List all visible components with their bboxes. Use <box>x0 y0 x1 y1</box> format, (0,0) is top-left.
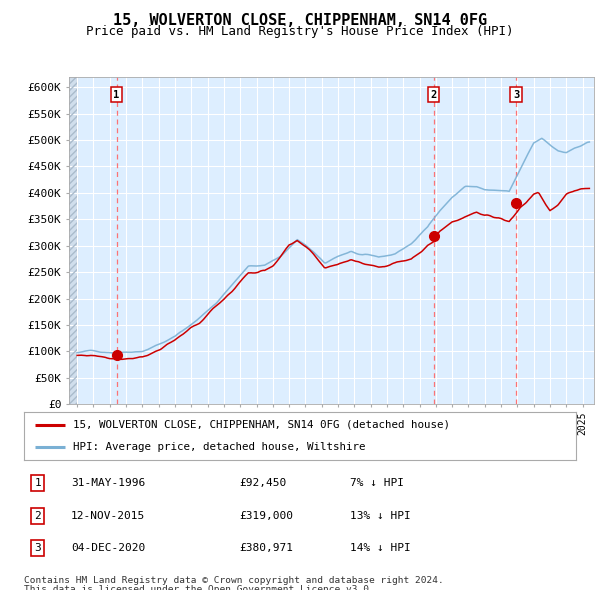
Text: 13% ↓ HPI: 13% ↓ HPI <box>350 511 410 520</box>
Text: This data is licensed under the Open Government Licence v3.0.: This data is licensed under the Open Gov… <box>24 585 375 590</box>
Text: 1: 1 <box>113 90 120 100</box>
Text: 2: 2 <box>431 90 437 100</box>
Text: 15, WOLVERTON CLOSE, CHIPPENHAM, SN14 0FG (detached house): 15, WOLVERTON CLOSE, CHIPPENHAM, SN14 0F… <box>73 420 449 430</box>
Text: Price paid vs. HM Land Registry's House Price Index (HPI): Price paid vs. HM Land Registry's House … <box>86 25 514 38</box>
Text: 14% ↓ HPI: 14% ↓ HPI <box>350 543 410 553</box>
Text: 1: 1 <box>34 478 41 488</box>
Text: HPI: Average price, detached house, Wiltshire: HPI: Average price, detached house, Wilt… <box>73 442 365 452</box>
Text: 7% ↓ HPI: 7% ↓ HPI <box>350 478 404 488</box>
Text: 15, WOLVERTON CLOSE, CHIPPENHAM, SN14 0FG: 15, WOLVERTON CLOSE, CHIPPENHAM, SN14 0F… <box>113 13 487 28</box>
Text: £319,000: £319,000 <box>239 511 293 520</box>
Text: £380,971: £380,971 <box>239 543 293 553</box>
Text: Contains HM Land Registry data © Crown copyright and database right 2024.: Contains HM Land Registry data © Crown c… <box>24 576 444 585</box>
Text: 31-MAY-1996: 31-MAY-1996 <box>71 478 145 488</box>
Text: 3: 3 <box>513 90 519 100</box>
Text: £92,450: £92,450 <box>239 478 287 488</box>
Text: 3: 3 <box>34 543 41 553</box>
Text: 12-NOV-2015: 12-NOV-2015 <box>71 511 145 520</box>
Bar <box>69 77 77 404</box>
Text: 2: 2 <box>34 511 41 520</box>
Text: 04-DEC-2020: 04-DEC-2020 <box>71 543 145 553</box>
